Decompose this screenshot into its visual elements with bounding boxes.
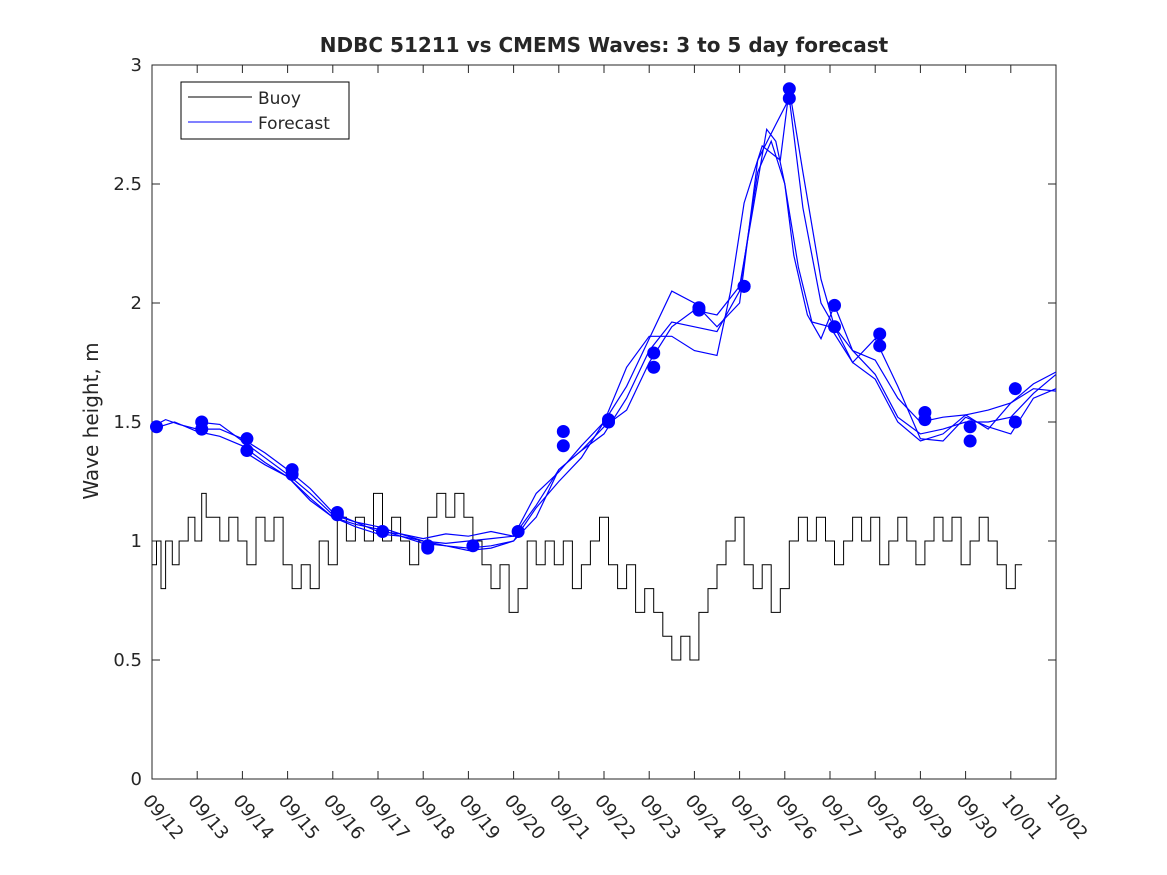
y-axis-label: Wave height, m — [79, 342, 103, 499]
legend-box — [180, 81, 350, 140]
forecast-marker — [285, 467, 299, 481]
y-tick-label: 0.5 — [113, 650, 142, 671]
y-tick-label: 3 — [131, 55, 142, 76]
y-tick-label: 0 — [131, 769, 142, 790]
forecast-marker — [195, 422, 209, 436]
forecast-marker — [330, 508, 344, 522]
forecast-marker — [511, 524, 525, 538]
forecast-series-line-4 — [242, 88, 1057, 552]
forecast-marker — [828, 320, 842, 334]
forecast-marker — [737, 279, 751, 293]
chart-title: NDBC 51211 vs CMEMS Waves: 3 to 5 day fo… — [320, 33, 889, 57]
legend-label-buoy: Buoy — [258, 89, 301, 109]
forecast-series-line-1 — [151, 127, 1057, 549]
forecast-marker — [240, 432, 254, 446]
legend-label-forecast: Forecast — [258, 114, 330, 134]
forecast-marker — [918, 413, 932, 427]
forecast-series-line-2 — [151, 139, 1057, 545]
forecast-marker — [647, 346, 661, 360]
forecast-marker — [1008, 382, 1022, 396]
forecast-marker — [828, 298, 842, 312]
forecast-marker — [602, 415, 616, 429]
y-tick-label: 1.5 — [113, 412, 142, 433]
forecast-marker — [421, 541, 435, 555]
forecast-marker — [466, 539, 480, 553]
forecast-marker — [376, 524, 390, 538]
forecast-marker — [782, 82, 796, 96]
forecast-marker — [1008, 415, 1022, 429]
forecast-marker — [150, 420, 164, 434]
forecast-marker — [873, 327, 887, 341]
forecast-marker — [692, 303, 706, 317]
y-tick-label: 2 — [131, 293, 142, 314]
forecast-marker — [963, 420, 977, 434]
forecast-marker — [556, 425, 570, 439]
y-tick-label: 2.5 — [113, 174, 142, 195]
forecast-marker — [873, 339, 887, 353]
y-tick-label: 1 — [131, 531, 142, 552]
legend: Buoy Forecast — [180, 81, 350, 140]
forecast-marker — [556, 439, 570, 453]
forecast-marker — [963, 434, 977, 448]
buoy-series-line — [152, 492, 1023, 661]
forecast-marker — [647, 360, 661, 374]
forecast-marker — [240, 444, 254, 458]
forecast-marker — [782, 91, 796, 105]
forecast-series-line-3 — [197, 96, 1057, 540]
